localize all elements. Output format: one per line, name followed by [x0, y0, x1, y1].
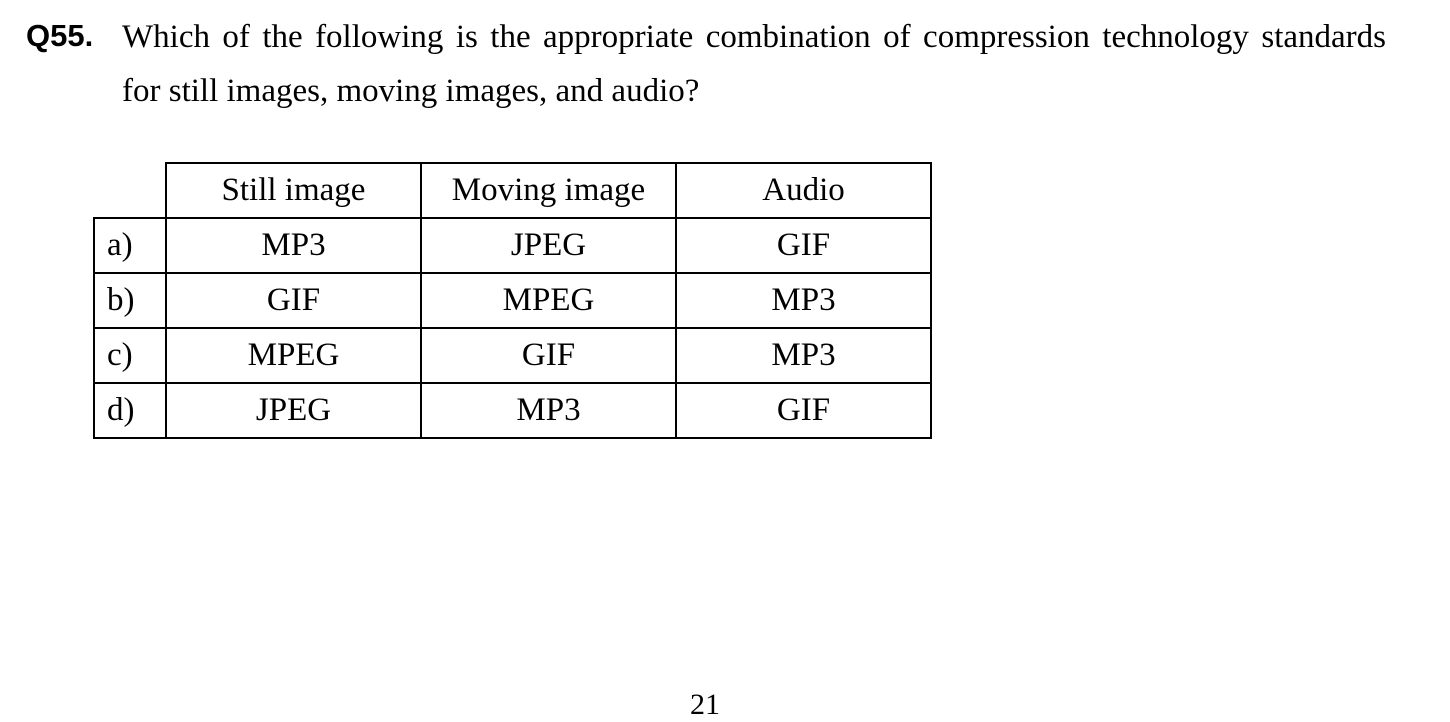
option-a-audio: GIF — [675, 217, 932, 274]
option-label-a: a) — [93, 217, 167, 274]
option-b-moving-image: MPEG — [420, 272, 677, 329]
table-row-d: d) JPEG MP3 GIF — [93, 382, 932, 439]
option-a-moving-image: JPEG — [420, 217, 677, 274]
option-c-moving-image: GIF — [420, 327, 677, 384]
table-row-b: b) GIF MPEG MP3 — [93, 272, 932, 329]
answer-choices-table: Still image Moving image Audio a) MP3 JP… — [93, 162, 932, 439]
option-c-still-image: MPEG — [165, 327, 422, 384]
option-d-audio: GIF — [675, 382, 932, 439]
option-label-d: d) — [93, 382, 167, 439]
option-b-audio: MP3 — [675, 272, 932, 329]
column-header-still-image: Still image — [165, 162, 422, 219]
option-d-still-image: JPEG — [165, 382, 422, 439]
table-header-row: Still image Moving image Audio — [94, 162, 932, 219]
option-d-moving-image: MP3 — [420, 382, 677, 439]
option-b-still-image: GIF — [165, 272, 422, 329]
page-number: 21 — [690, 688, 720, 721]
option-label-c: c) — [93, 327, 167, 384]
question-block: Q55. Which of the following is the appro… — [26, 10, 1386, 118]
table-row-c: c) MPEG GIF MP3 — [93, 327, 932, 384]
question-number: Q55. — [26, 18, 94, 53]
option-c-audio: MP3 — [675, 327, 932, 384]
option-a-still-image: MP3 — [165, 217, 422, 274]
column-header-moving-image: Moving image — [420, 162, 677, 219]
column-header-audio: Audio — [675, 162, 932, 219]
option-label-b: b) — [93, 272, 167, 329]
table-corner-cell — [94, 163, 167, 219]
table-row-a: a) MP3 JPEG GIF — [93, 217, 932, 274]
question-text: Which of the following is the appropriat… — [122, 19, 1386, 109]
